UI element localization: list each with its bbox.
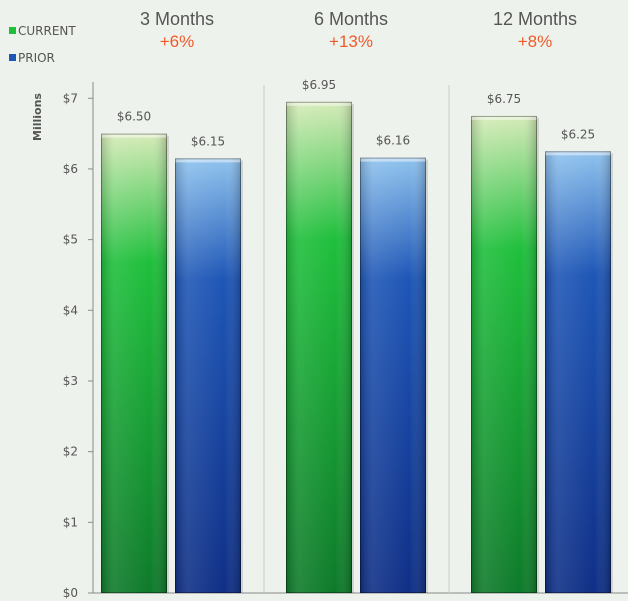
value-label-current: $6.50 bbox=[117, 110, 151, 124]
period-label: 6 Months bbox=[314, 9, 388, 29]
legend-swatch-current bbox=[9, 27, 16, 34]
period-headers: 3 Months +6% 6 Months +13% 12 Months +8% bbox=[140, 9, 577, 51]
change-label: +6% bbox=[160, 32, 195, 51]
bar-current bbox=[286, 101, 354, 594]
bar-shine bbox=[101, 133, 167, 594]
bar-shine bbox=[286, 101, 352, 594]
legend-label-prior: PRIOR bbox=[18, 51, 55, 65]
value-label-current: $6.75 bbox=[487, 92, 521, 106]
bar-outline bbox=[471, 115, 537, 594]
bar-shine bbox=[360, 157, 426, 594]
bar-top-bevel bbox=[545, 151, 611, 156]
bar-top-bevel bbox=[175, 158, 241, 163]
y-tick-label: $4 bbox=[63, 303, 78, 317]
legend-swatch-prior bbox=[9, 54, 16, 61]
bar-shine bbox=[545, 151, 611, 593]
y-tick-label: $3 bbox=[63, 374, 78, 388]
period-label: 12 Months bbox=[493, 9, 577, 29]
legend-label-current: CURRENT bbox=[18, 24, 76, 38]
bar-top-bevel bbox=[101, 133, 167, 138]
bar-current bbox=[471, 115, 539, 594]
bar-outline bbox=[286, 101, 352, 594]
y-tick-label: $5 bbox=[63, 233, 78, 247]
legend: CURRENT PRIOR bbox=[9, 24, 76, 65]
bar-shine bbox=[175, 158, 241, 593]
group-separators bbox=[263, 85, 450, 593]
bar-prior bbox=[175, 158, 243, 593]
bar-top-bevel bbox=[286, 101, 352, 106]
change-label: +8% bbox=[518, 32, 553, 51]
bar-outline bbox=[101, 133, 167, 594]
y-tick-label: $7 bbox=[63, 91, 78, 105]
bar-outline bbox=[175, 158, 241, 593]
bar-prior bbox=[360, 157, 428, 594]
y-tick-label: $2 bbox=[63, 445, 78, 459]
y-tick-label: $0 bbox=[63, 586, 78, 600]
bar-prior bbox=[545, 151, 613, 593]
y-tick-label: $1 bbox=[63, 515, 78, 529]
period-label: 3 Months bbox=[140, 9, 214, 29]
value-label-current: $6.95 bbox=[302, 78, 336, 92]
bar-outline bbox=[360, 157, 426, 593]
bar-shine bbox=[471, 115, 537, 594]
y-tick-label: $6 bbox=[63, 162, 78, 176]
y-axis-title: Millions bbox=[31, 93, 44, 141]
value-label-prior: $6.25 bbox=[561, 127, 595, 141]
bar-outline bbox=[545, 151, 611, 593]
bars bbox=[101, 101, 613, 594]
bar-top-bevel bbox=[360, 157, 426, 162]
bar-current bbox=[101, 133, 169, 594]
bar-top-bevel bbox=[471, 115, 537, 120]
change-label: +13% bbox=[329, 32, 373, 51]
value-label-prior: $6.16 bbox=[376, 134, 410, 148]
value-labels: $6.50 $6.15 $6.95 $6.16 $6.75 $6.25 bbox=[117, 78, 595, 149]
value-label-prior: $6.15 bbox=[191, 134, 225, 148]
